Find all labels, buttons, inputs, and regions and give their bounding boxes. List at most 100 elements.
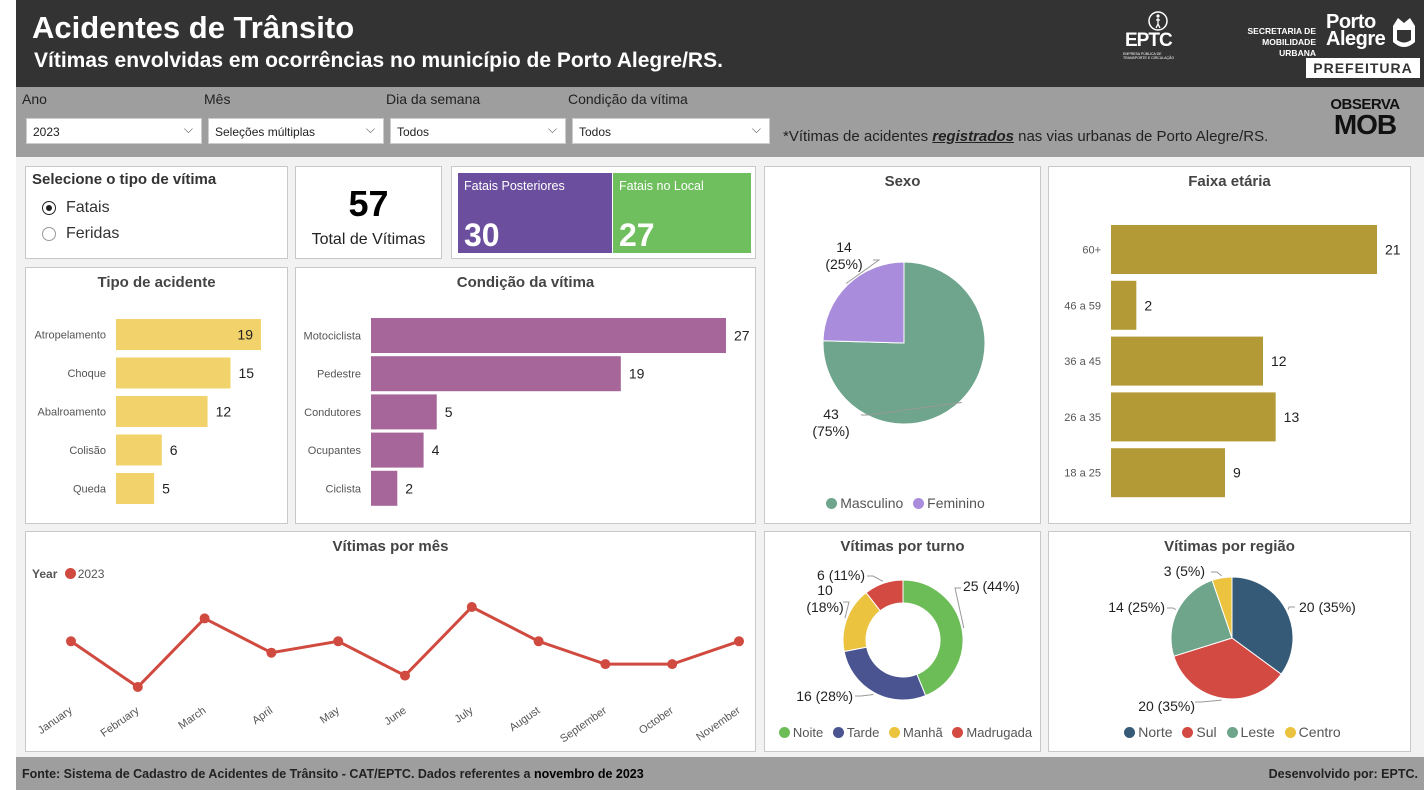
- slice-leader-line: [855, 694, 874, 697]
- radio-feridas[interactable]: Feridas: [42, 225, 119, 243]
- radio-fatais-label: Fatais: [66, 199, 110, 216]
- bar-category-label: Motociclista: [304, 331, 362, 343]
- secretaria-label: SECRETARIA DE MOBILIDADE URBANA: [1228, 26, 1316, 59]
- victim-condition-chart: Motociclista 27 Pedestre 19 Condutores 5 Ocupa…: [304, 318, 750, 506]
- filter-dia-select[interactable]: Todos ⌵: [390, 118, 566, 144]
- legend-dot: [832, 727, 844, 738]
- slice-value-label: 20 (35%): [1299, 599, 1356, 615]
- filter-condicao-label: Condição da vítima: [568, 91, 688, 107]
- legend-dot: [913, 498, 925, 509]
- pa-logo-word: Porto Alegre: [1326, 12, 1386, 50]
- footer-source-text: Fonte: Sistema de Cadastro de Acidentes …: [22, 767, 534, 781]
- x-tick-label: February: [99, 704, 142, 739]
- slice-leader-line: [1195, 699, 1222, 703]
- slice-leader-line: [843, 601, 850, 619]
- radio-fatais[interactable]: Fatais: [42, 199, 110, 217]
- bar-category-label: 36 a 45: [1064, 356, 1101, 368]
- total-victims-label: Total de Vítimas: [311, 231, 426, 248]
- filter-dia-label: Dia da semana: [386, 91, 481, 107]
- header-bar: Acidentes de Trânsito Vítimas envolvidas…: [16, 0, 1424, 87]
- filter-mes-select[interactable]: Seleções múltiplas ⌵: [208, 118, 384, 144]
- legend-centro: Centro: [1298, 724, 1341, 740]
- shift-title: Vítimas por turno: [840, 538, 965, 555]
- x-tick-label: June: [382, 705, 408, 729]
- bar: [371, 394, 437, 430]
- chevron-down-icon: ⌵: [547, 122, 557, 136]
- legend-dot: [64, 568, 76, 579]
- filter-bar: Ano 2023 ⌵ Mês Seleções múltiplas ⌵ Dia …: [16, 87, 1424, 157]
- sex-legend: Masculino Feminino: [765, 495, 1040, 511]
- shift-donut-chart: 25 (44%) 16 (28%) 10(18%) 6 (11%): [796, 567, 1020, 704]
- data-point: [600, 659, 611, 670]
- legend-dot: [1124, 727, 1136, 738]
- bar-category-label: 46 a 59: [1064, 300, 1101, 312]
- data-point: [333, 636, 344, 647]
- region-pie-chart: 20 (35%) 20 (35%) 14 (25%) 3 (5%): [1108, 563, 1356, 714]
- filter-ano-label: Ano: [22, 91, 47, 107]
- region-title: Vítimas por região: [1164, 538, 1295, 555]
- x-tick-label: August: [507, 705, 542, 734]
- legend-dot: [1226, 727, 1238, 738]
- bar-value-label: 5: [162, 481, 170, 497]
- slice-value-label: (25%): [825, 256, 862, 272]
- victim-type-card: Selecione o tipo de vítima Fatais Ferida…: [25, 166, 288, 259]
- pie-slice: [1173, 637, 1282, 700]
- legend-dot: [826, 498, 838, 509]
- pie-slice: [1211, 576, 1233, 639]
- bar-value-label: 19: [629, 366, 645, 382]
- sex-card: Sexo 43 (75%) 14 (25%) Masculino Feminino: [764, 166, 1041, 524]
- bar-category-label: Choque: [67, 368, 106, 380]
- bar: [116, 319, 261, 350]
- monthly-legend-series: 2023: [77, 567, 105, 581]
- data-point: [132, 682, 143, 692]
- crest-icon: [1393, 18, 1415, 47]
- pa-logo-line-2: Alegre: [1326, 28, 1386, 50]
- x-tick-label: April: [250, 705, 275, 727]
- fatais-local-label: Fatais no Local: [619, 179, 704, 193]
- bar-value-label: 12: [1271, 353, 1287, 369]
- data-point: [400, 670, 410, 681]
- slice-leader-line: [1167, 607, 1177, 610]
- slice-leader-line: [1287, 606, 1295, 610]
- slice-value-label: 10: [817, 582, 833, 598]
- fatais-posteriores-label: Fatais Posteriores: [464, 179, 565, 193]
- footer-source: Fonte: Sistema de Cadastro de Acidentes …: [22, 767, 644, 781]
- age-range-chart: 60+ 21 46 a 59 2 36 a 45 12 26 a 35 13 18 a 25 9: [1064, 225, 1401, 498]
- note-post: nas vias urbanas de Porto Alegre/RS.: [1013, 128, 1269, 145]
- fatais-local-value: 27: [619, 217, 655, 253]
- bar-category-label: Abalroamento: [38, 407, 107, 419]
- observa-line-1: OBSERVA: [1330, 96, 1400, 113]
- bar: [371, 470, 398, 506]
- note-pre: *Vítimas de acidentes: [783, 128, 933, 145]
- filter-ano-select[interactable]: 2023 ⌵: [26, 118, 202, 144]
- bar: [116, 357, 231, 389]
- bar-category-label: 26 a 35: [1064, 412, 1101, 424]
- footer-source-date: novembro de 2023: [533, 767, 644, 781]
- legend-tarde: Tarde: [846, 725, 880, 740]
- bar-value-label: 27: [734, 328, 750, 344]
- secretaria-line-2: MOBILIDADE URBANA: [1262, 37, 1316, 58]
- slice-value-label: 14 (25%): [1108, 599, 1165, 615]
- bar-category-label: 60+: [1082, 245, 1101, 257]
- x-tick-label: March: [176, 705, 208, 732]
- note-bold: registrados: [932, 128, 1014, 145]
- footer-bar: Fonte: Sistema de Cadastro de Acidentes …: [16, 757, 1424, 790]
- bar-category-label: Condutores: [304, 407, 361, 419]
- bar-value-label: 12: [216, 404, 232, 420]
- age-range-title: Faixa etária: [1188, 173, 1271, 190]
- fatais-posteriores-tile: Fatais Posteriores 30: [458, 173, 612, 253]
- bar-value-label: 2: [405, 480, 413, 496]
- page-subtitle: Vítimas envolvidas em ocorrências no mun…: [34, 49, 723, 72]
- slice-value-label: 20 (35%): [1138, 698, 1195, 714]
- pie-slice: [902, 579, 964, 697]
- bar-category-label: Pedestre: [317, 369, 361, 381]
- filter-condicao-select[interactable]: Todos ⌵: [572, 118, 770, 144]
- observa-line-2: MOB: [1333, 109, 1397, 140]
- radio-feridas-label: Feridas: [66, 225, 120, 242]
- data-point: [266, 647, 277, 658]
- pie-slice: [1231, 576, 1294, 675]
- x-tick-label: September: [558, 704, 609, 745]
- legend-feminino: Feminino: [927, 495, 985, 511]
- slice-value-label: 25 (44%): [963, 578, 1020, 594]
- pedestrian-icon: [1148, 11, 1168, 31]
